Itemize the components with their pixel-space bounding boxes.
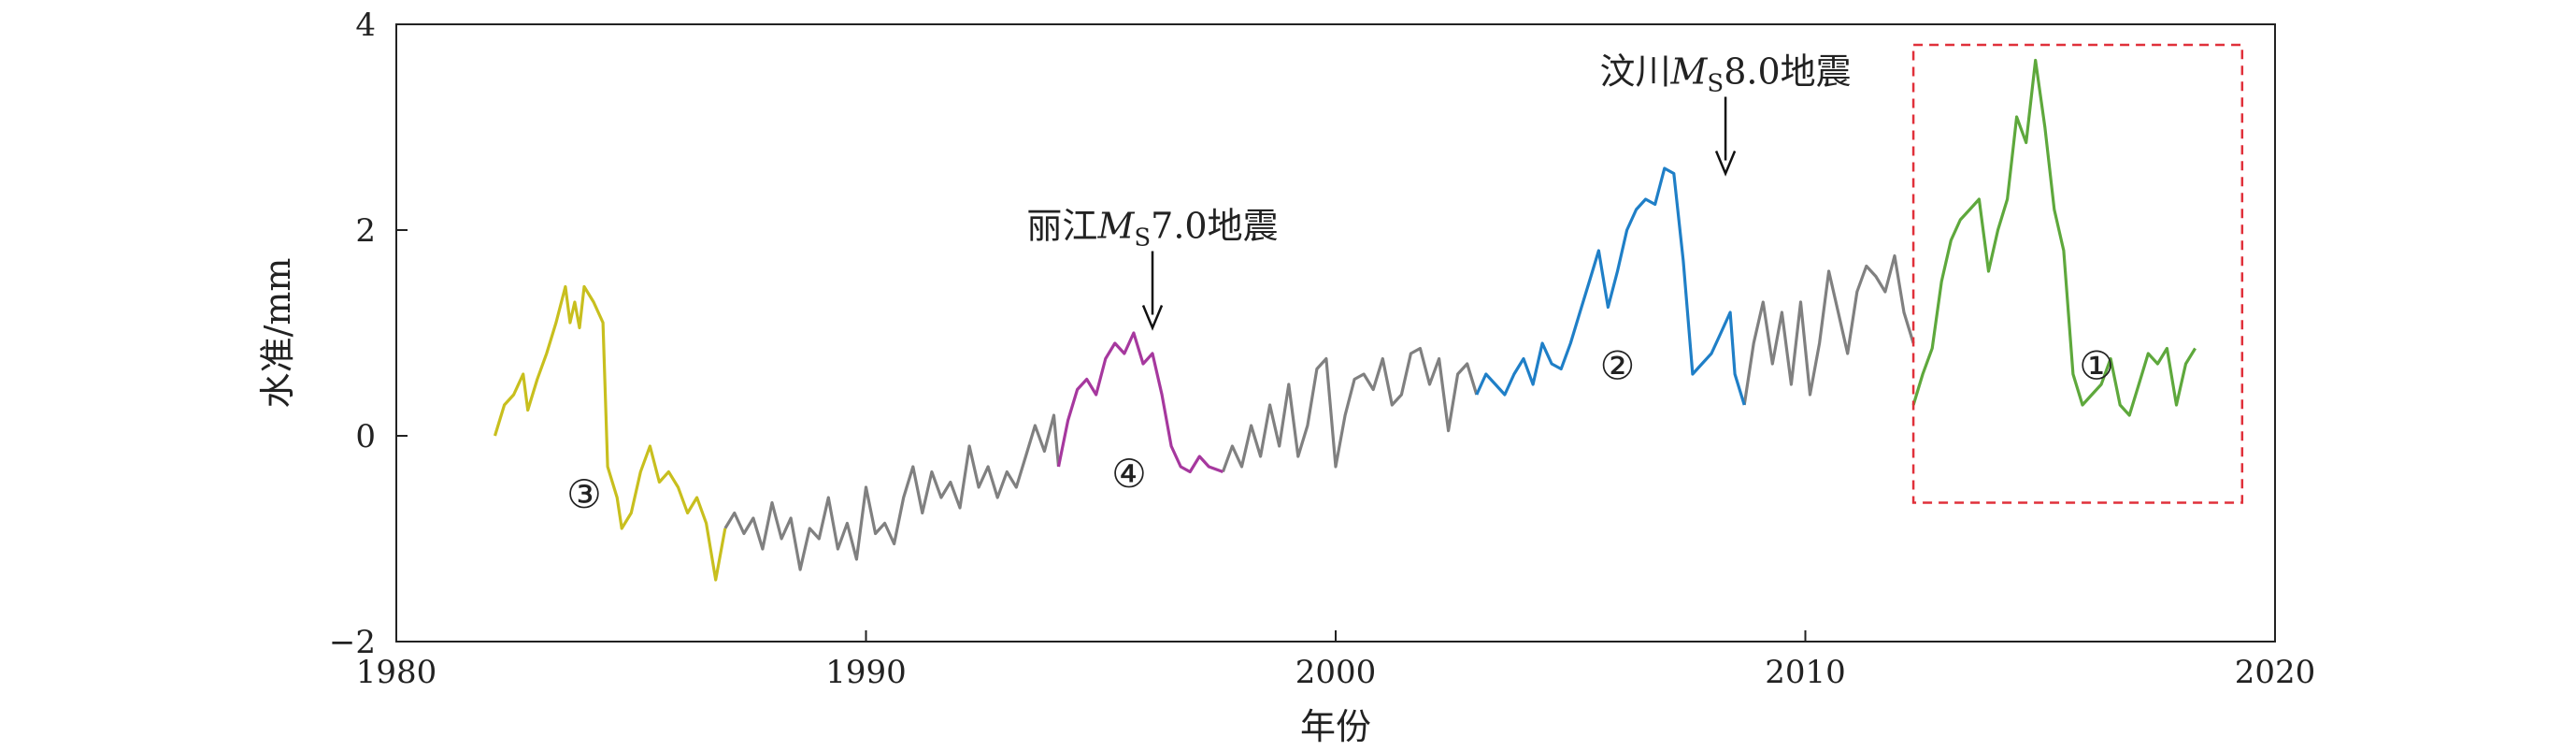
x-axis-title: 年份 [1300,706,1371,747]
annotation-arrow-head-1 [1714,151,1737,177]
y-axis-title: 水准/mm [257,258,298,409]
x-tick-label-2010: 2010 [1765,654,1846,691]
series-line-gray-2 [1742,253,1915,406]
annotation-label-0: 丽江MS7.0地震 [1026,206,1278,253]
series-line-gray-0 [723,413,1061,571]
x-tick-label-2020: 2020 [2235,654,2316,691]
series-line-green-6 [1911,58,2197,417]
x-tick-label-2000: 2000 [1295,654,1377,691]
region-label-3: ③ [566,471,602,517]
series-line-gray-1 [1221,346,1479,473]
series-line-blue-5 [1475,166,1746,406]
annotation-label-1: 汶川MS8.0地震 [1599,51,1851,98]
annotation-layer: 丽江MS7.0地震 汶川MS8.0地震 [1026,51,1852,331]
y-tick-label-0: 0 [355,418,376,455]
plot-frame [395,23,2276,643]
annotation-arrow-head-0 [1141,305,1164,331]
series-layer [493,58,2197,582]
series-line-yellow-3 [493,284,727,582]
x-tick-label-1990: 1990 [825,654,907,691]
region-label-layer: ① ② ③ ④ [566,343,2114,518]
highlight-box-layer [1911,43,2244,504]
y-tick-label--2: −2 [329,624,376,661]
region-label-2: ② [1600,343,1636,389]
x-tick-label-1980: 1980 [356,654,437,691]
series-line-purple-4 [1056,331,1224,474]
y-tick-label-2: 2 [355,212,376,250]
highlight-box [1911,43,2244,504]
region-label-4: ④ [1111,451,1147,497]
ticks-layer: 1980 1990 2000 2010 2020 −2 0 2 4 [329,7,2315,691]
y-tick-label-4: 4 [355,7,376,44]
region-label-1: ① [2079,343,2114,389]
